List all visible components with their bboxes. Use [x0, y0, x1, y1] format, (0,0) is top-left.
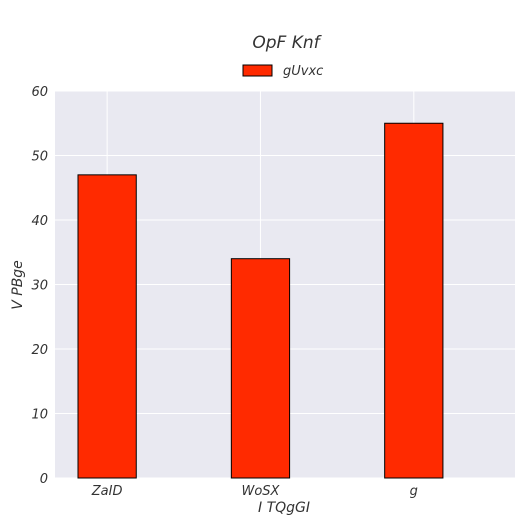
bars [77, 122, 444, 479]
y-tick-label: 10 [31, 408, 48, 423]
x-tick-label: WoSX [241, 484, 280, 499]
bar-wosx [230, 258, 291, 479]
x-tick-label: g [410, 484, 418, 499]
y-tick-label: 20 [31, 343, 48, 358]
bar-zaid [77, 174, 137, 479]
legend-swatch [242, 64, 273, 77]
chart-title: OpF Knf [252, 33, 322, 53]
y-tick-label: 0 [40, 472, 48, 487]
y-tick-label: 60 [31, 85, 48, 100]
y-tick-label: 40 [31, 214, 48, 229]
y-tick-label: 30 [31, 279, 48, 294]
x-axis-label: I TQgGI [258, 500, 310, 516]
x-tick-labels: ZaID WoSX g [91, 484, 418, 499]
y-tick-labels: 0 10 20 30 40 50 60 [31, 85, 48, 487]
bar-g [384, 122, 444, 479]
x-tick-label: ZaID [91, 484, 123, 499]
y-axis-label: V PBge [10, 260, 26, 310]
y-tick-label: 50 [31, 150, 48, 165]
legend: gUvxc [242, 64, 323, 79]
legend-label: gUvxc [283, 64, 323, 79]
